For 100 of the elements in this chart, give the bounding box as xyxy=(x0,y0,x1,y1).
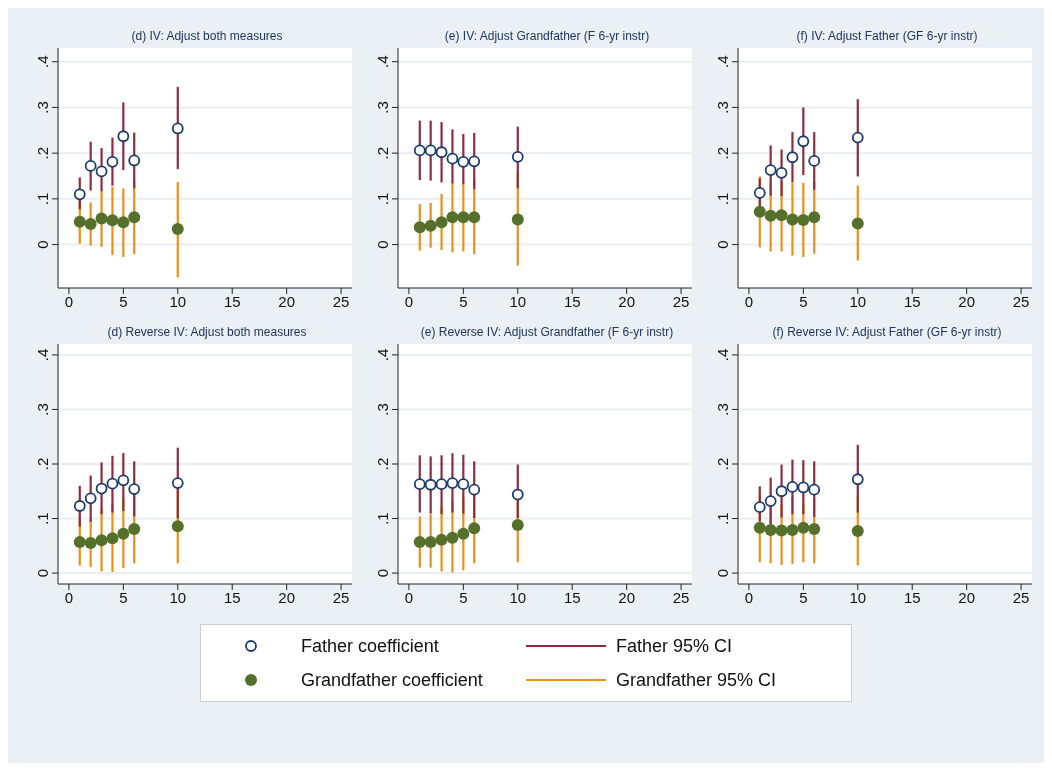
y-tick-label: .2 xyxy=(374,146,391,160)
point xyxy=(797,213,810,226)
x-tick-label: 20 xyxy=(278,292,296,310)
point xyxy=(851,131,864,144)
point xyxy=(413,478,426,491)
x-tick-label: 20 xyxy=(958,292,976,310)
point xyxy=(764,495,777,507)
y-tick-label: .3 xyxy=(714,101,731,114)
point xyxy=(457,211,470,224)
point xyxy=(171,122,184,135)
point xyxy=(468,483,481,496)
point xyxy=(446,477,459,489)
point xyxy=(786,151,799,164)
y-tick-label: .3 xyxy=(374,403,391,416)
y-tick-label: .1 xyxy=(374,512,391,525)
point xyxy=(413,536,426,548)
y-tick-label: .4 xyxy=(34,55,51,68)
x-tick-label: 20 xyxy=(278,588,296,606)
x-tick-label: 10 xyxy=(849,292,867,310)
x-tick-label: 5 xyxy=(799,292,808,310)
point xyxy=(435,216,448,229)
point xyxy=(457,478,470,491)
point xyxy=(851,525,864,538)
point xyxy=(73,500,86,512)
point xyxy=(775,485,788,498)
x-tick-label: 0 xyxy=(744,292,754,310)
x-tick-label: 0 xyxy=(744,588,754,606)
point xyxy=(95,165,108,178)
point xyxy=(413,221,426,234)
point xyxy=(171,477,184,489)
chart-title: (e) Reverse IV: Adjust Grandfather (F 6-yr instr) xyxy=(419,324,675,340)
point xyxy=(95,482,108,495)
y-tick-label: .1 xyxy=(34,512,51,525)
x-tick-label: 25 xyxy=(332,588,350,606)
y-tick-label: .2 xyxy=(34,146,51,160)
y-tick-label: 0 xyxy=(374,240,391,249)
point xyxy=(84,492,97,505)
x-tick-label: 20 xyxy=(958,588,976,606)
point xyxy=(435,533,448,546)
point xyxy=(753,205,766,218)
point xyxy=(851,473,864,486)
point xyxy=(775,524,788,537)
chart-title: (f) IV: Adjust Father (GF 6-yr instr) xyxy=(795,28,979,44)
x-tick-label: 15 xyxy=(223,292,241,310)
point xyxy=(106,155,119,168)
y-tick-label: .2 xyxy=(374,457,391,471)
chart-title: (e) IV: Adjust Grandfather (F 6-yr instr) xyxy=(443,28,651,44)
point xyxy=(84,537,97,550)
point xyxy=(106,214,119,227)
point xyxy=(446,152,459,165)
y-tick-label: .1 xyxy=(714,512,731,525)
x-tick-label: 0 xyxy=(404,588,414,606)
chart-title: (d) Reverse IV: Adjust both measures xyxy=(106,324,308,340)
point xyxy=(171,520,184,533)
x-tick-label: 5 xyxy=(459,588,468,606)
text: Grandfather coefficient xyxy=(301,669,483,691)
point xyxy=(775,209,788,222)
point xyxy=(128,522,141,535)
x-tick-label: 20 xyxy=(618,292,636,310)
x-tick-label: 10 xyxy=(169,292,187,310)
y-tick-label: .4 xyxy=(374,55,391,68)
point xyxy=(797,481,810,494)
x-tick-label: 15 xyxy=(563,292,581,310)
point xyxy=(106,532,119,545)
point xyxy=(468,522,481,535)
x-tick-label: 15 xyxy=(903,292,921,310)
point xyxy=(117,527,130,540)
x-tick-label: 5 xyxy=(119,292,128,310)
x-tick-label: 0 xyxy=(64,588,74,606)
point xyxy=(73,536,86,548)
x-tick-label: 10 xyxy=(169,588,187,606)
point xyxy=(446,211,459,224)
point xyxy=(413,144,426,157)
x-tick-label: 10 xyxy=(509,292,527,310)
point xyxy=(424,478,437,491)
point xyxy=(786,481,799,493)
y-tick-label: .2 xyxy=(714,457,731,471)
y-tick-label: .1 xyxy=(714,192,731,206)
point xyxy=(808,211,821,224)
point xyxy=(808,522,821,535)
x-tick-label: 25 xyxy=(672,588,690,606)
point xyxy=(753,501,766,513)
x-tick-label: 25 xyxy=(1012,588,1030,606)
y-tick-label: .4 xyxy=(714,55,731,68)
point xyxy=(128,483,141,495)
x-tick-label: 0 xyxy=(64,292,74,310)
x-tick-label: 25 xyxy=(672,292,690,310)
point xyxy=(424,219,437,232)
point xyxy=(171,223,184,236)
point xyxy=(775,166,788,179)
y-tick-label: .4 xyxy=(714,348,731,362)
point xyxy=(117,130,130,143)
point xyxy=(786,524,799,536)
x-tick-label: 20 xyxy=(618,588,636,606)
y-tick-label: .3 xyxy=(374,101,391,114)
y-tick-label: 0 xyxy=(34,568,51,578)
text: Father 95% CI xyxy=(616,635,733,657)
point xyxy=(435,478,448,491)
point xyxy=(764,524,777,536)
point xyxy=(95,212,108,225)
